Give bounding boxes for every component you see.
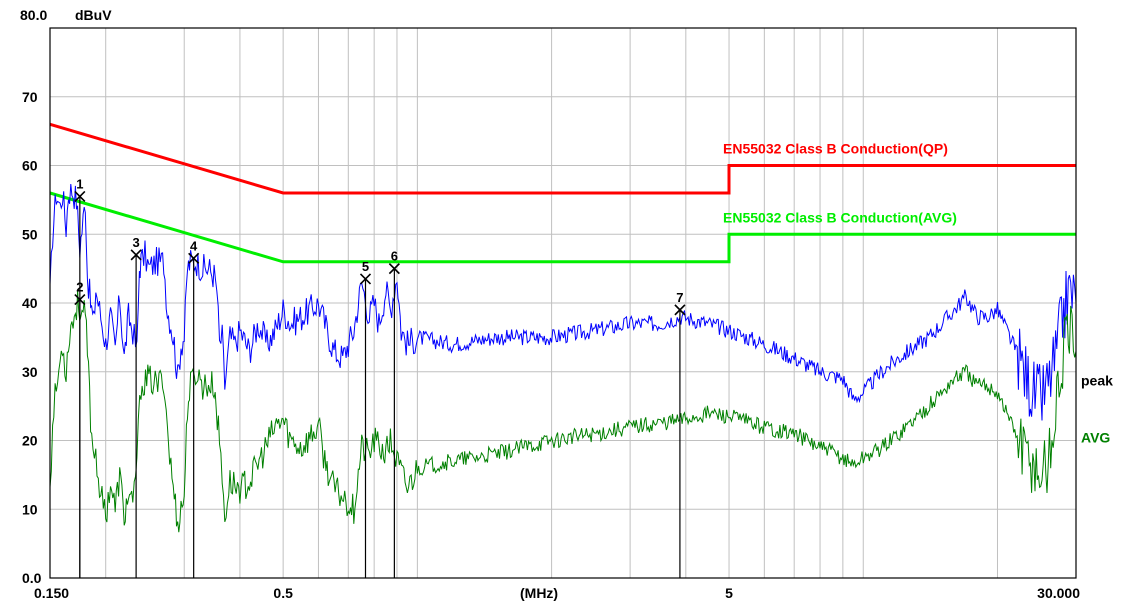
peak-trace bbox=[49, 183, 1077, 421]
marker-label: 5 bbox=[362, 259, 369, 274]
y-tick-label: 0.0 bbox=[22, 570, 42, 586]
x-tick-label: 0.5 bbox=[273, 585, 293, 601]
avg-limit-label: EN55032 Class B Conduction(AVG) bbox=[723, 209, 957, 225]
x-axis-unit-label: (MHz) bbox=[520, 585, 558, 601]
y-tick-label: 40 bbox=[22, 295, 38, 311]
y-tick-label: 30 bbox=[22, 364, 38, 380]
x-tick-labels: 0.150 0.5 5 30.000 bbox=[34, 585, 1080, 601]
marker-x bbox=[74, 293, 86, 306]
marker-x bbox=[674, 304, 686, 316]
y-tick-label: 50 bbox=[22, 226, 38, 242]
y-tick-label: 70 bbox=[22, 89, 38, 105]
marker-label: 7 bbox=[676, 290, 683, 305]
markers: 1 2 3 4 5 6 7 bbox=[74, 176, 686, 578]
avg-limit-line bbox=[49, 191, 1076, 264]
marker-x bbox=[359, 273, 372, 285]
limit-lines bbox=[49, 122, 1076, 264]
marker-x bbox=[388, 263, 400, 275]
avg-trace-label: AVG bbox=[1081, 430, 1110, 446]
y-tick-label: 80.0 bbox=[20, 7, 47, 23]
marker-x bbox=[74, 190, 86, 203]
y-tick-label: 20 bbox=[22, 433, 38, 449]
y-tick-label: 10 bbox=[22, 501, 38, 517]
qp-limit-line bbox=[49, 122, 1076, 195]
marker-label: 1 bbox=[76, 176, 83, 191]
marker-label: 2 bbox=[76, 280, 83, 295]
x-tick-label: 30.000 bbox=[1037, 585, 1080, 601]
marker-label: 4 bbox=[190, 238, 198, 253]
peak-trace-label: peak bbox=[1081, 373, 1113, 389]
avg-trace bbox=[49, 289, 1077, 533]
marker-label: 3 bbox=[132, 235, 139, 250]
marker-label: 6 bbox=[391, 249, 398, 264]
x-tick-label: 0.150 bbox=[34, 585, 69, 601]
y-tick-label: 60 bbox=[22, 158, 38, 174]
limit-labels: EN55032 Class B Conduction(QP) EN55032 Cl… bbox=[723, 141, 957, 226]
marker-x bbox=[130, 249, 142, 261]
series-labels: peak AVG bbox=[1081, 373, 1113, 446]
marker-x bbox=[188, 252, 200, 264]
plot-frame bbox=[49, 27, 1077, 579]
series-traces bbox=[49, 183, 1077, 533]
y-axis-unit-label: dBuV bbox=[75, 7, 112, 23]
x-tick-label: 5 bbox=[725, 585, 733, 601]
qp-limit-label: EN55032 Class B Conduction(QP) bbox=[723, 141, 948, 157]
y-tick-labels: 80.0 70 60 50 40 30 20 10 0.0 bbox=[20, 7, 47, 586]
